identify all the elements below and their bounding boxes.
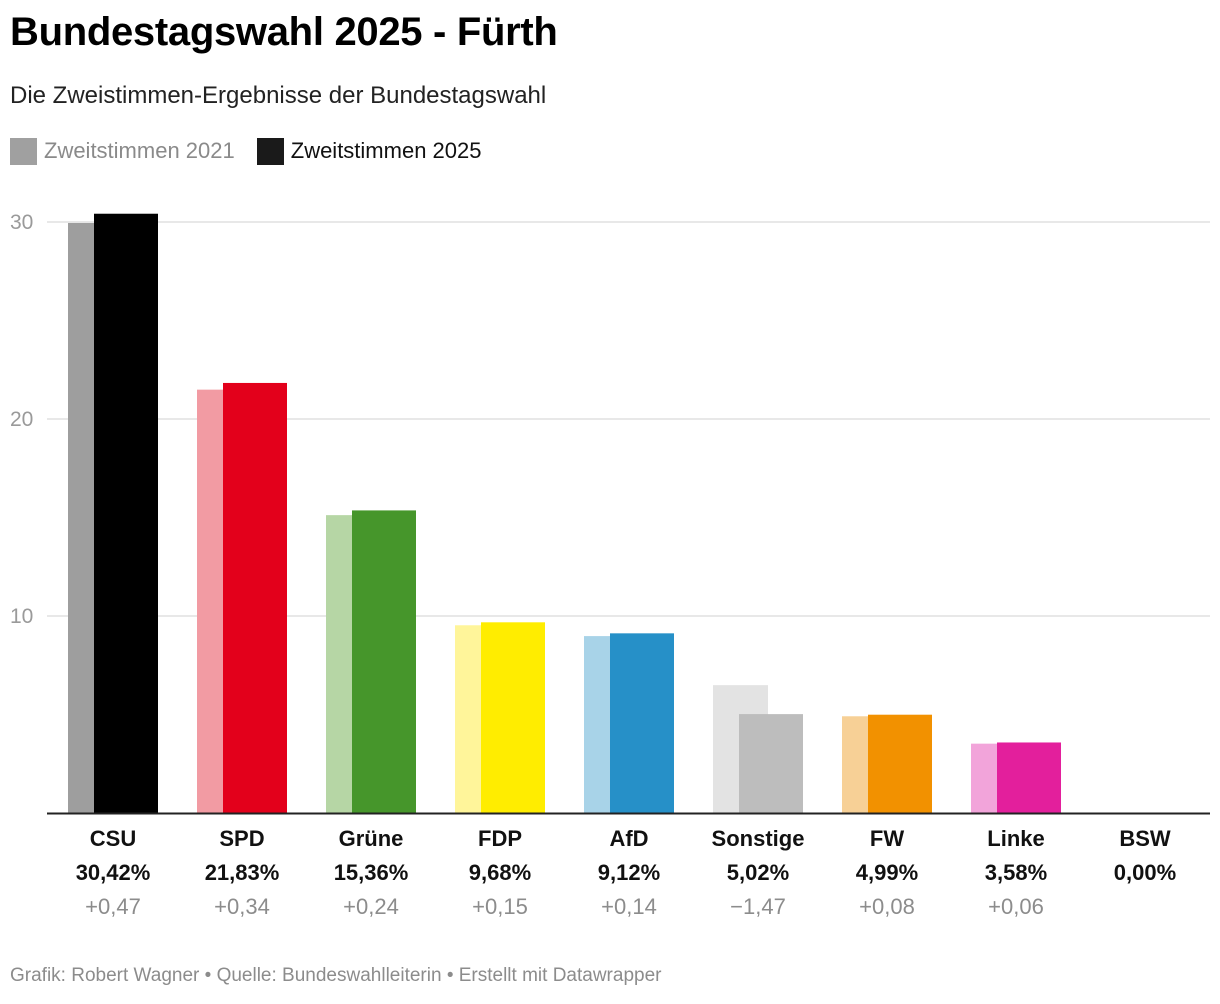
category-label-fdp: FDP	[478, 826, 522, 851]
y-tick-label-20: 20	[10, 408, 33, 431]
bar-chart: 10 20 30 CSU 30,42% +0,47 SPD 21,83% +0,34 Grüne 1…	[10, 211, 1210, 919]
value-label-csu: 30,42%	[76, 860, 151, 885]
legend-label-2025: Zweitstimmen 2025	[290, 138, 482, 163]
category-label-gruene: Grüne	[339, 826, 404, 851]
diff-label-sonstige: −1,47	[730, 894, 786, 919]
value-label-afd: 9,12%	[598, 860, 660, 885]
legend-swatch-2025	[256, 137, 284, 165]
legend-item-2021: Zweitstimmen 2021	[10, 137, 235, 165]
value-label-bsw: 0,00%	[1114, 860, 1176, 885]
legend-item-2025: Zweitstimmen 2025	[256, 137, 482, 165]
chart-title: Bundestagswahl 2025 - Fürth	[10, 10, 558, 54]
diff-label-fdp: +0,15	[472, 894, 528, 919]
diff-label-fw: +0,08	[859, 894, 915, 919]
bar-2025-csu	[94, 213, 158, 813]
bar-2025-sonstige	[739, 714, 803, 813]
diff-label-spd: +0,34	[214, 894, 270, 919]
category-label-csu: CSU	[90, 826, 136, 851]
bar-2025-fw	[868, 714, 932, 813]
bar-2025-gruene	[352, 510, 416, 813]
diff-label-csu: +0,47	[85, 894, 141, 919]
diff-label-gruene: +0,24	[343, 894, 399, 919]
y-tick-label-10: 10	[10, 605, 33, 628]
category-label-linke: Linke	[987, 826, 1044, 851]
bar-2025-spd	[223, 382, 287, 813]
bar-2025-afd	[610, 633, 674, 813]
legend-label-2021: Zweitstimmen 2021	[44, 138, 235, 163]
category-label-afd: AfD	[609, 826, 648, 851]
legend-swatch-2021	[10, 137, 37, 165]
value-label-sonstige: 5,02%	[727, 860, 789, 885]
category-label-fw: FW	[870, 826, 904, 851]
value-label-fdp: 9,68%	[469, 860, 531, 885]
chart-footer: Grafik: Robert Wagner • Quelle: Bundeswa…	[10, 965, 662, 986]
category-label-sonstige: Sonstige	[712, 826, 805, 851]
chart-subtitle: Die Zweistimmen-Ergebnisse der Bundestag…	[10, 82, 547, 109]
category-label-bsw: BSW	[1119, 826, 1171, 851]
category-label-spd: SPD	[219, 826, 264, 851]
bar-2025-fdp	[481, 622, 545, 813]
value-label-spd: 21,83%	[205, 860, 280, 885]
value-label-gruene: 15,36%	[334, 860, 409, 885]
diff-label-afd: +0,14	[601, 894, 657, 919]
chart-legend: Zweitstimmen 2021 Zweitstimmen 2025	[10, 136, 504, 166]
value-label-fw: 4,99%	[856, 860, 918, 885]
y-tick-label-30: 30	[10, 211, 33, 234]
bar-2025-linke	[997, 742, 1061, 813]
diff-label-linke: +0,06	[988, 894, 1044, 919]
value-label-linke: 3,58%	[985, 860, 1047, 885]
